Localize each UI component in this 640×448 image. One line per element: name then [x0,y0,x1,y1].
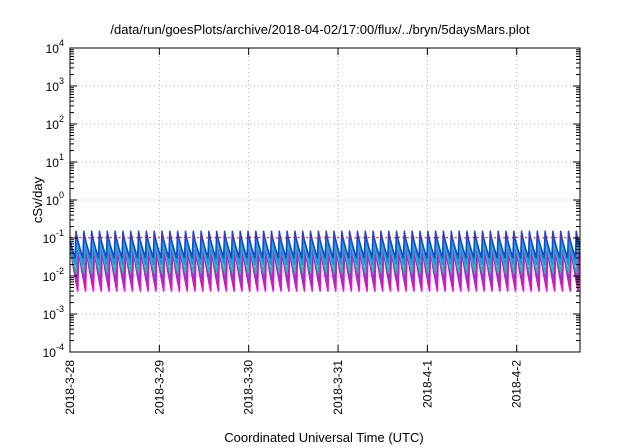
grid [70,48,580,352]
y-tick-label: 10-1 [43,228,64,246]
axes: 10-4 10-3 10-2 10-1 100 101 102 103 104 2018-3-28… [43,38,581,415]
y-tick-label: 10-4 [43,342,64,360]
y-axis-title: cSv/day [30,176,45,223]
x-tick-label: 2018-3-30 [242,360,256,415]
series-line [69,230,581,259]
y-tick-label: 103 [46,76,64,94]
x-tick-label: 2018-4-1 [420,360,434,408]
y-tick-label: 101 [46,152,64,170]
x-tick-label: 2018-3-28 [63,360,77,415]
y-tick-label: 10-3 [43,304,64,322]
x-tick-label: 2018-4-2 [510,360,524,408]
series-line [70,235,581,239]
y-tick-label: 10-2 [43,266,64,284]
x-tick-label: 2018-3-31 [331,360,345,415]
plot-area [69,230,581,292]
x-axis-title: Coordinated Universal Time (UTC) [224,430,423,445]
x-tick-label: 2018-3-29 [152,360,166,415]
chart-title: /data/run/goesPlots/archive/2018-04-02/1… [110,22,530,37]
plot-frame [69,47,581,353]
y-tick-label: 104 [46,38,64,56]
y-tick-label: 100 [46,190,64,208]
y-tick-label: 102 [46,114,64,132]
